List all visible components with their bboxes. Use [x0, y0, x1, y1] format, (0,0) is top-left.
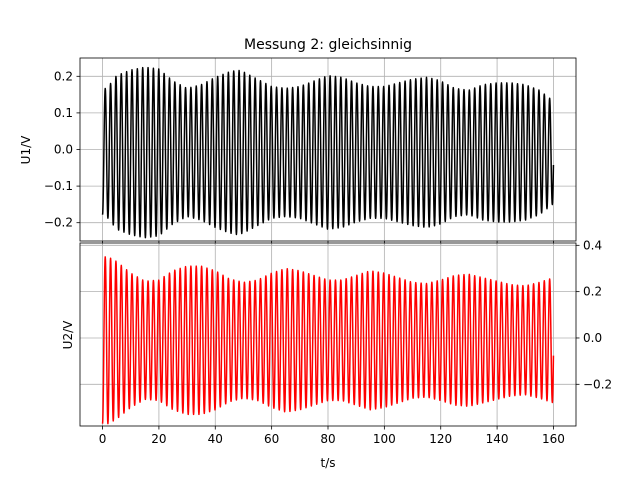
bottom-y-tick-label-3: 0.4 — [583, 238, 602, 252]
top-y-tick-label-0: −0.2 — [44, 216, 73, 230]
bottom-series-line-0 — [101, 256, 555, 425]
x-tick-label-120: 120 — [429, 432, 452, 446]
x-tick-label-20: 20 — [151, 432, 166, 446]
bottom-y-tick-label-0: −0.2 — [583, 377, 612, 391]
x-tick-label-0: 0 — [99, 432, 107, 446]
bottom-y-tick-label-2: 0.2 — [583, 285, 602, 299]
top-signal — [101, 66, 555, 239]
top-y-tick-label-3: 0.1 — [54, 106, 73, 120]
chart-title: Messung 2: gleichsinnig — [244, 37, 412, 53]
x-tick-label-40: 40 — [208, 432, 223, 446]
x-tick-label-60: 60 — [264, 432, 279, 446]
x-tick-label-100: 100 — [373, 432, 396, 446]
bottom-ticks: 0 20 40 60 80 100 120 140 160 −0.2 0.0 0.2 0.4 — [99, 238, 612, 446]
top-y-tick-label-4: 0.2 — [54, 69, 73, 83]
x-axis-label: t/s — [321, 456, 336, 470]
bottom-signal — [101, 256, 555, 425]
x-tick-label-140: 140 — [486, 432, 509, 446]
bottom-y-tick-label-1: 0.0 — [583, 331, 602, 345]
x-tick-label-160: 160 — [542, 432, 565, 446]
top-panel: −0.2 −0.1 0.0 0.1 0.2 Messung 2: gleichsinni… — [19, 37, 577, 245]
bottom-y-axis-label: U2/V — [61, 320, 75, 349]
bottom-panel: 0 20 40 60 80 100 120 140 160−0.20.00.20.4 U2/V … — [61, 238, 612, 470]
top-series-line-0 — [101, 66, 555, 239]
x-tick-label-80: 80 — [320, 432, 335, 446]
top-y-tick-label-1: −0.1 — [44, 179, 73, 193]
top-y-axis-label: U1/V — [19, 135, 33, 164]
top-y-tick-label-2: 0.0 — [54, 143, 73, 157]
